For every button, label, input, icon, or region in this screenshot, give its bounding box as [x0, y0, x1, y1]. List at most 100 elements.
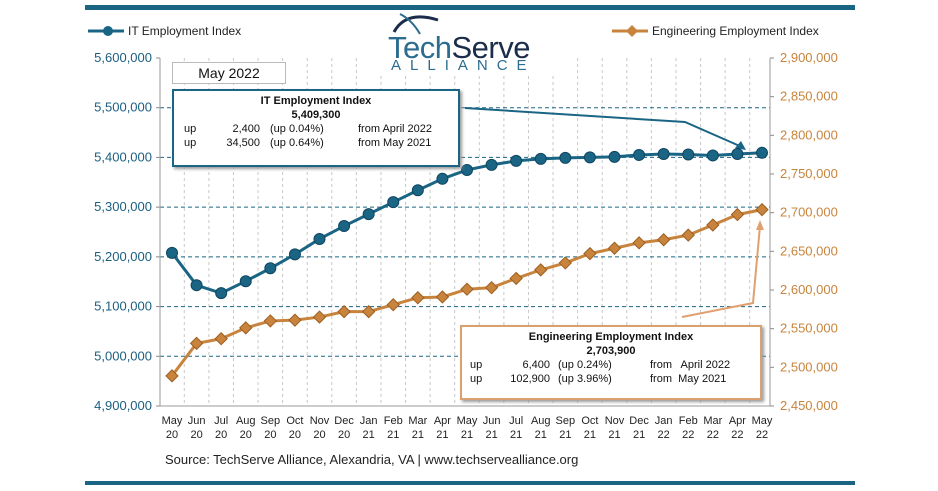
eng-data-point — [656, 233, 671, 247]
x-tick-label-year: 21 — [412, 429, 424, 441]
it-data-point — [756, 146, 768, 159]
left-tick-label: 5,100,000 — [94, 299, 152, 314]
logo-serve: Serve — [451, 30, 530, 65]
it-callout-arrow — [464, 107, 743, 148]
left-tick-label: 5,000,000 — [94, 348, 152, 363]
eng-data-point — [411, 291, 425, 305]
right-tick-label: 2,700,000 — [780, 205, 838, 220]
eng-data-point — [607, 241, 622, 255]
x-tick-label-month: Jan — [360, 415, 378, 427]
eng-data-point — [214, 332, 228, 346]
x-tick-label-year: 21 — [559, 429, 571, 441]
it-data-point — [706, 149, 719, 162]
it-row1-dir: up — [184, 123, 197, 135]
it-data-point — [338, 220, 351, 233]
legend-eng-marker-icon — [612, 25, 648, 37]
it-data-point — [731, 147, 744, 160]
right-tick-label: 2,650,000 — [780, 243, 838, 258]
x-tick-label-month: Jun — [188, 415, 206, 427]
it-data-point — [362, 208, 375, 221]
techserve-logo: TechServe ALLIANCE — [378, 12, 558, 74]
it-data-point — [682, 148, 695, 161]
it-data-point — [633, 148, 646, 161]
legend-it-marker-icon — [88, 26, 124, 36]
it-row2-from: from May 2021 — [358, 137, 432, 149]
x-tick-label-year: 20 — [338, 429, 350, 441]
x-tick-label-month: Jan — [655, 415, 673, 427]
x-tick-label-month: Aug — [531, 415, 551, 427]
eng-data-point — [730, 207, 745, 222]
it-row2-dir: up — [184, 137, 197, 149]
x-tick-label-month: Nov — [605, 415, 625, 427]
eng-data-point — [239, 321, 253, 335]
x-tick-label-year: 20 — [215, 429, 227, 441]
eng-data-point — [681, 228, 695, 242]
eng-data-point — [484, 280, 499, 295]
left-tick-label: 4,900,000 — [94, 398, 152, 413]
eng-row1-from: from April 2022 — [650, 359, 731, 371]
it-data-point — [583, 151, 596, 164]
legend-it: IT Employment Index — [88, 24, 241, 38]
eng-data-point — [361, 304, 376, 319]
eng-data-point — [534, 263, 548, 277]
it-data-point — [313, 232, 326, 245]
logo-swoosh-icon — [392, 13, 439, 35]
x-tick-label-month: Oct — [581, 415, 598, 427]
x-tick-label-year: 22 — [707, 429, 719, 441]
left-tick-label: 5,500,000 — [94, 100, 152, 115]
eng-data-point — [460, 282, 474, 296]
eng-row2-from: from May 2021 — [650, 373, 727, 385]
x-tick-label-month: Oct — [286, 415, 303, 427]
x-tick-label-month: Jun — [483, 415, 501, 427]
eng-data-point — [386, 297, 400, 312]
x-tick-label-month: May — [162, 415, 183, 427]
x-tick-label-year: 21 — [436, 429, 448, 441]
period-label: May 2022 — [172, 62, 286, 84]
it-data-point — [436, 172, 449, 185]
left-tick-label: 5,400,000 — [94, 149, 152, 164]
eng-arrowhead-icon — [756, 220, 764, 230]
eng-callout-value: 2,703,900 — [586, 345, 636, 357]
it-callout-box: IT Employment Index 5,409,300 up 2,400 (up… — [172, 89, 460, 167]
it-data-point — [288, 248, 301, 261]
x-tick-label-month: May — [752, 415, 773, 427]
right-tick-label: 2,750,000 — [780, 166, 838, 181]
right-tick-label: 2,500,000 — [780, 359, 838, 374]
top-bar — [85, 5, 855, 10]
x-tick-label-month: Feb — [384, 415, 403, 427]
right-tick-label: 2,900,000 — [780, 50, 838, 65]
it-callout-title: IT Employment Index — [260, 95, 372, 107]
it-data-point — [387, 196, 400, 209]
x-tick-label-month: Sep — [261, 415, 281, 427]
x-tick-label-year: 21 — [461, 429, 473, 441]
it-data-point — [411, 184, 424, 197]
it-data-point — [461, 163, 473, 176]
eng-row2-amount: 102,900 — [510, 373, 550, 385]
it-arrowhead-icon — [735, 141, 746, 150]
it-row1-amount: 2,400 — [232, 123, 260, 135]
eng-data-point — [435, 290, 450, 304]
left-tick-label: 5,300,000 — [94, 199, 152, 214]
it-data-point — [215, 287, 228, 300]
x-tick-label-year: 22 — [756, 429, 768, 441]
x-tick-label-year: 20 — [190, 429, 202, 441]
x-tick-label-month: Mar — [408, 415, 427, 427]
eng-row2-dir: up — [470, 373, 483, 385]
eng-data-point — [509, 271, 523, 286]
it-data-point — [559, 151, 572, 164]
eng-data-point — [583, 246, 597, 261]
x-tick-label-year: 20 — [313, 429, 325, 441]
x-tick-label-month: Mar — [703, 415, 722, 427]
x-tick-label-year: 21 — [387, 429, 399, 441]
eng-data-point — [755, 202, 769, 217]
x-tick-label-month: May — [457, 415, 478, 427]
it-callout-value: 5,409,300 — [291, 109, 341, 121]
x-tick-label-month: Feb — [679, 415, 698, 427]
right-tick-label: 2,550,000 — [780, 321, 838, 336]
logo-alliance: ALLIANCE — [391, 57, 536, 74]
x-tick-label-year: 21 — [363, 429, 375, 441]
right-tick-label: 2,800,000 — [780, 127, 838, 142]
x-tick-label-year: 20 — [166, 429, 178, 441]
it-row2-pct: (up 0.64%) — [270, 137, 324, 149]
